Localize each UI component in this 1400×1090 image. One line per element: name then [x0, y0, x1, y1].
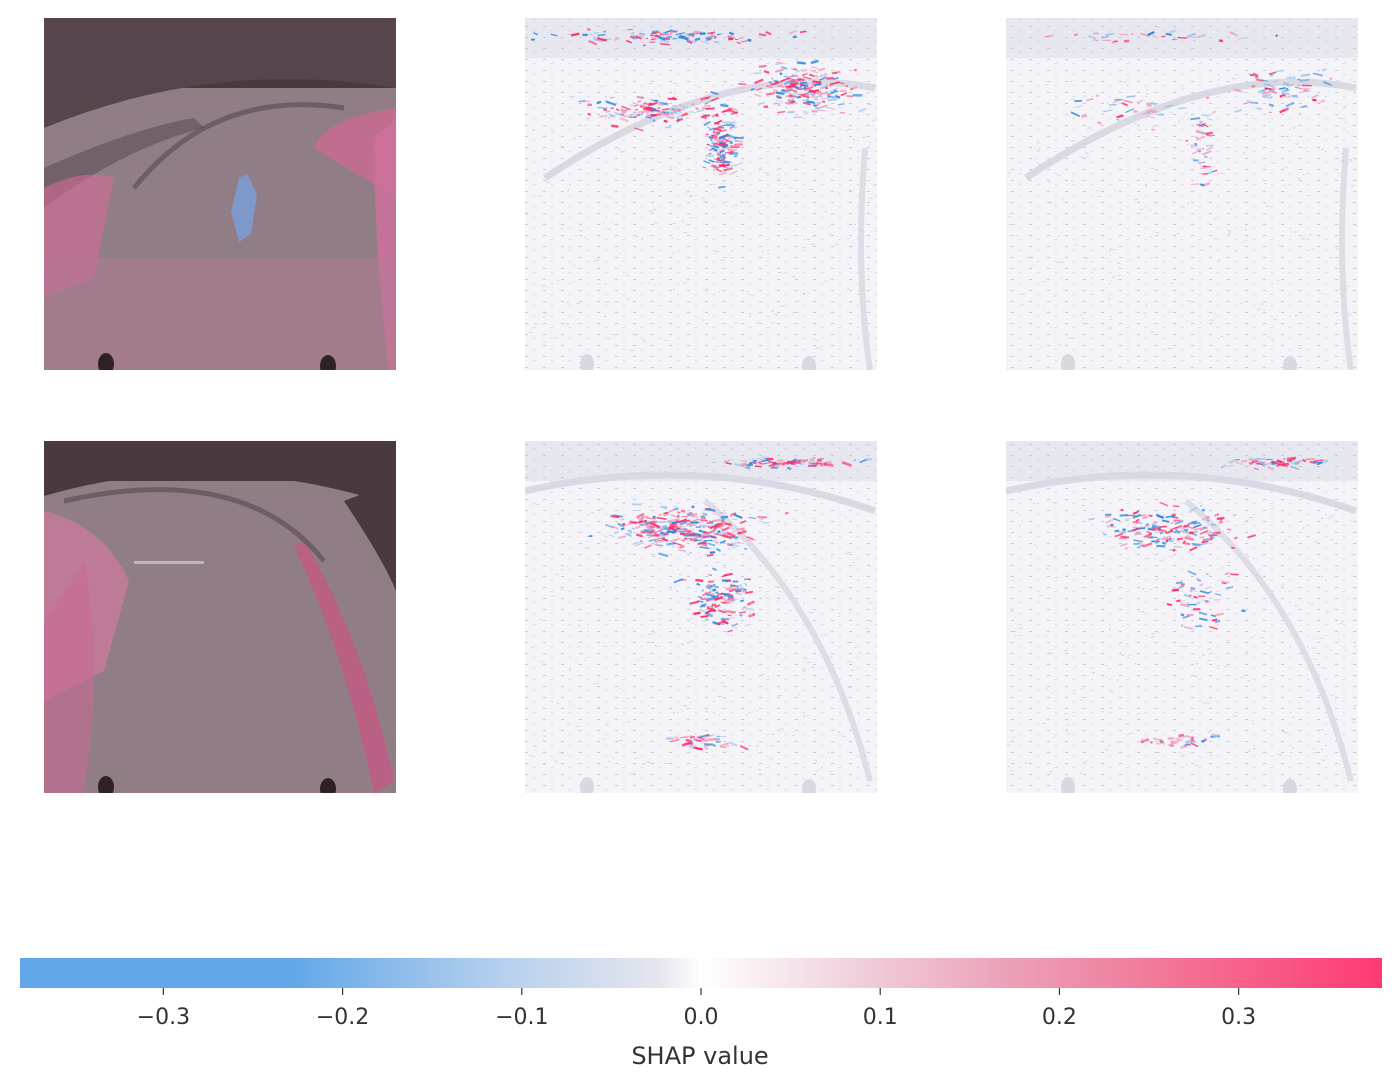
wheel-left	[98, 776, 114, 793]
wheel-right	[320, 778, 336, 793]
shap-overlay-negative	[231, 174, 257, 242]
image-panels	[44, 18, 1358, 793]
panel-r1-c2	[1006, 441, 1358, 793]
colorbar-tick-label: −0.1	[495, 1005, 548, 1030]
wheel-right	[320, 355, 336, 370]
wheel-left	[98, 353, 114, 370]
colorbar-tick-label: 0.0	[684, 1005, 719, 1030]
colorbar-tick-label: 0.3	[1221, 1005, 1256, 1030]
colorbar-tick-label: 0.2	[1042, 1005, 1077, 1030]
panel-r0-c1	[525, 18, 877, 370]
colorbar-tick-label: −0.3	[137, 1005, 190, 1030]
colorbar: −0.3 −0.2 −0.1 0.0 0.1 0.2 0.3 SHAP value	[20, 958, 1382, 1070]
colorbar-ticks: −0.3 −0.2 −0.1 0.0 0.1 0.2 0.3	[137, 988, 1256, 1030]
panel-r1-c1	[525, 441, 877, 793]
colorbar-label: SHAP value	[631, 1042, 768, 1070]
panel-r1-c0	[44, 441, 396, 793]
colorbar-gradient	[20, 958, 1382, 988]
shap-overlay-positive	[294, 541, 394, 793]
colorbar-tick-label: −0.2	[316, 1005, 369, 1030]
panel-r0-c0	[44, 18, 396, 370]
panel-r0-c2	[1006, 18, 1358, 370]
colorbar-tick-label: 0.1	[863, 1005, 898, 1030]
